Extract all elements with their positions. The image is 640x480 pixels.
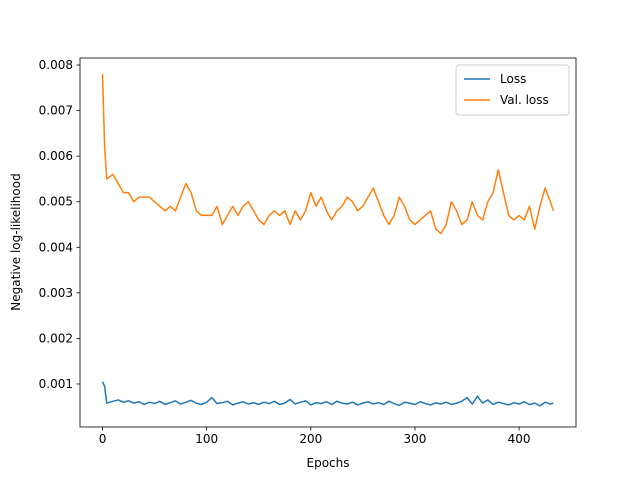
y-axis-label: Negative log-likelihood <box>9 173 23 310</box>
x-tick-label: 400 <box>508 432 531 446</box>
data-line <box>101 74 555 235</box>
x-tick-label: 0 <box>99 432 107 446</box>
x-axis-label: Epochs <box>307 456 350 470</box>
y-tick-label: 0.008 <box>39 58 73 72</box>
legend-label: Loss <box>500 72 526 86</box>
legend-label: Val. loss <box>500 93 549 107</box>
data-line <box>101 381 554 407</box>
plot-frame <box>79 57 577 428</box>
y-tick-label: 0.001 <box>39 377 73 391</box>
y-tick-label: 0.002 <box>39 331 73 345</box>
x-tick-label: 100 <box>195 432 218 446</box>
y-tick-label: 0.003 <box>39 286 73 300</box>
y-tick-label: 0.007 <box>39 104 73 118</box>
legend: Loss Val. loss <box>455 64 570 116</box>
x-tick-label: 200 <box>299 432 322 446</box>
y-tick-label: 0.006 <box>39 149 73 163</box>
y-tick-label: 0.004 <box>39 240 73 254</box>
legend-box <box>455 64 570 116</box>
x-tick-label: 300 <box>404 432 427 446</box>
y-tick-label: 0.005 <box>39 195 73 209</box>
